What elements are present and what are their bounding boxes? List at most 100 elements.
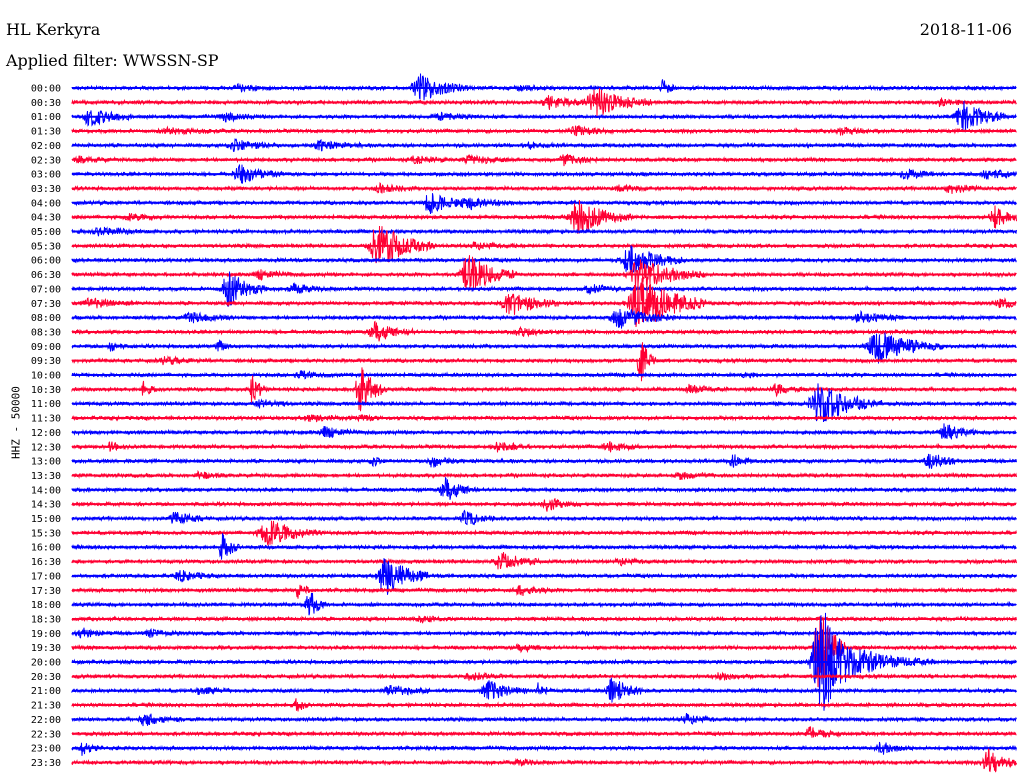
time-tick-label: 08:30	[31, 327, 61, 338]
time-tick-label: 01:30	[31, 127, 61, 138]
time-tick-label: 19:30	[31, 643, 61, 654]
trace-waveform	[71, 199, 1017, 234]
time-tick-label: 21:30	[31, 701, 61, 712]
trace-waveform	[71, 551, 1017, 570]
trace-waveform	[71, 469, 1017, 481]
trace-waveform	[71, 320, 1017, 342]
date-label: 2018-11-06	[919, 20, 1012, 39]
time-tick-label: 10:00	[31, 371, 61, 382]
trace-waveform	[71, 367, 1017, 412]
time-tick-label: 17:00	[31, 571, 61, 582]
trace-waveform	[71, 453, 1017, 469]
time-tick-label: 14:00	[31, 485, 61, 496]
trace-waveform	[71, 713, 1017, 727]
trace-waveform	[71, 533, 1017, 560]
time-tick-label: 15:30	[31, 528, 61, 539]
time-tick-label: 22:00	[31, 715, 61, 726]
time-tick-label: 11:30	[31, 414, 61, 425]
time-tick-label: 20:00	[31, 658, 61, 669]
trace-waveform	[71, 153, 1017, 167]
time-tick-label: 23:00	[31, 744, 61, 755]
trace-waveform	[71, 193, 1017, 215]
trace-waveform	[71, 520, 1017, 547]
trace-waveform	[71, 497, 1017, 512]
trace-waveform	[71, 677, 1017, 703]
trace-waveform	[71, 100, 1017, 133]
time-tick-label: 21:00	[31, 686, 61, 697]
time-tick-label: 19:00	[31, 629, 61, 640]
time-tick-label: 11:00	[31, 399, 61, 410]
trace-waveform	[71, 612, 1017, 711]
time-tick-label: 12:00	[31, 428, 61, 439]
time-tick-label: 01:00	[31, 112, 61, 123]
trace-waveform	[71, 698, 1017, 712]
time-tick-label: 08:00	[31, 313, 61, 324]
trace-waveform	[71, 88, 1017, 117]
time-tick-label: 16:30	[31, 557, 61, 568]
time-tick-label: 03:30	[31, 184, 61, 195]
trace-waveform	[71, 441, 1017, 453]
trace-waveform	[71, 413, 1017, 423]
trace-waveform	[71, 308, 1017, 329]
time-tick-label: 07:00	[31, 284, 61, 295]
time-tick-label: 00:00	[31, 84, 61, 95]
trace-waveform	[71, 181, 1017, 194]
filter-label: Applied filter: WWSSN-SP	[6, 51, 219, 70]
time-tick-label: 06:30	[31, 270, 61, 281]
trace-waveform	[71, 370, 1017, 380]
trace-waveform	[71, 124, 1017, 137]
trace-waveform	[71, 584, 1017, 599]
trace-waveform	[71, 509, 1017, 526]
trace-waveform	[71, 164, 1017, 184]
time-tick-label: 20:30	[31, 672, 61, 683]
trace-waveform	[71, 275, 1017, 328]
time-tick-label: 09:00	[31, 342, 61, 353]
station-title: HL Kerkyra	[6, 20, 101, 39]
time-tick-label: 06:00	[31, 256, 61, 267]
trace-waveform	[71, 73, 1017, 101]
trace-waveform	[71, 741, 1017, 756]
trace-waveform	[71, 342, 1017, 382]
time-tick-labels: 00:00 00:30 01:00 01:30 02:00 02:30 03:00 03:30…	[31, 84, 61, 769]
time-tick-label: 10:30	[31, 385, 61, 396]
trace-waveform	[71, 138, 1017, 152]
time-tick-label: 09:30	[31, 356, 61, 367]
trace-waveform	[71, 671, 1017, 682]
time-tick-label: 05:00	[31, 227, 61, 238]
time-tick-label: 02:00	[31, 141, 61, 152]
time-tick-label: 04:30	[31, 213, 61, 224]
time-tick-label: 16:00	[31, 543, 61, 554]
trace-waveform	[71, 225, 1017, 264]
trace-waveform	[71, 245, 1017, 273]
trace-waveform	[71, 558, 1017, 595]
trace-waveform	[71, 226, 1017, 237]
trace-waveform	[71, 592, 1017, 616]
time-tick-label: 03:00	[31, 170, 61, 181]
trace-waveform	[71, 627, 1017, 639]
trace-waveform	[71, 423, 1017, 440]
time-tick-label: 02:30	[31, 155, 61, 166]
time-tick-label: 18:30	[31, 614, 61, 625]
time-tick-label: 07:30	[31, 299, 61, 310]
trace-waveform	[71, 476, 1017, 500]
trace-waveform	[71, 383, 1017, 423]
trace-waveform	[71, 615, 1017, 624]
trace-waveform	[71, 616, 1017, 688]
time-tick-label: 14:30	[31, 500, 61, 511]
time-tick-label: 13:30	[31, 471, 61, 482]
time-tick-label: 22:30	[31, 729, 61, 740]
time-tick-label: 13:00	[31, 457, 61, 468]
trace-lines	[71, 73, 1017, 773]
time-tick-label: 18:00	[31, 600, 61, 611]
trace-waveform	[71, 332, 1017, 364]
trace-waveform	[71, 748, 1017, 773]
time-tick-label: 17:30	[31, 586, 61, 597]
time-tick-label: 05:30	[31, 241, 61, 252]
time-tick-label: 12:30	[31, 442, 61, 453]
time-tick-label: 04:00	[31, 198, 61, 209]
time-tick-label: 23:30	[31, 758, 61, 769]
time-tick-label: 15:00	[31, 514, 61, 525]
time-tick-label: 00:30	[31, 98, 61, 109]
trace-waveform	[71, 726, 1017, 739]
